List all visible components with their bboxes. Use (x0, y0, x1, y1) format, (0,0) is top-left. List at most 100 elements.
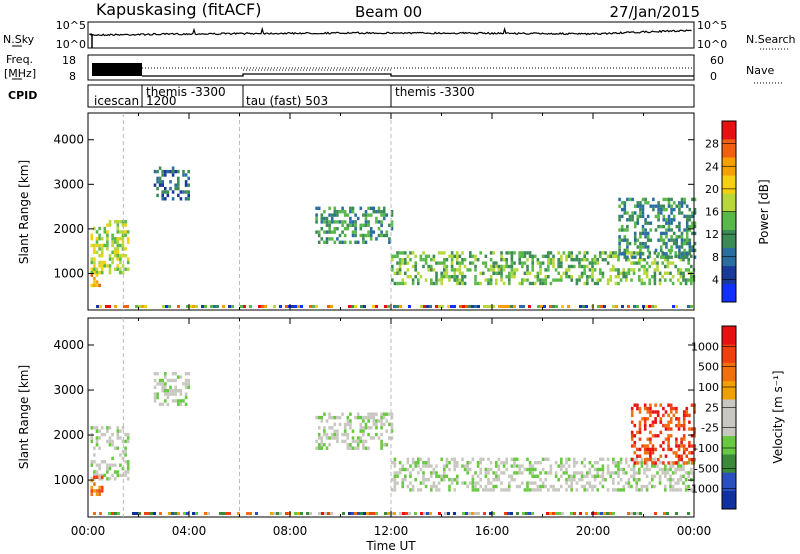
echo-cell (321, 416, 324, 419)
echo-cell (505, 265, 508, 268)
echo-cell (165, 305, 168, 308)
echo-cell (539, 488, 542, 491)
echo-cell (617, 488, 620, 491)
echo-cell (154, 184, 157, 187)
echo-cell (568, 485, 571, 488)
velocity-colorbar-label: Velocity [m s⁻¹] (771, 370, 785, 463)
echo-cell (331, 436, 334, 439)
echo-cell (427, 478, 430, 481)
echo-cell (602, 275, 605, 278)
echo-cell (453, 512, 456, 515)
echo-cell (511, 268, 514, 271)
echo-cell (638, 261, 641, 264)
echo-cell (318, 436, 321, 439)
echo-cell (331, 230, 334, 233)
echo-cell (222, 512, 225, 515)
echo-cell (169, 392, 172, 395)
echo-cell (599, 268, 602, 271)
echo-cell (453, 458, 456, 461)
echo-cell (583, 475, 586, 478)
echo-cell (648, 278, 651, 281)
echo-cell (594, 268, 597, 271)
echo-cell (327, 512, 330, 515)
echo-cell (667, 448, 670, 451)
echo-cell (675, 461, 678, 464)
echo-cell (565, 468, 568, 471)
echo-cell (649, 455, 652, 458)
echo-cell (537, 488, 540, 491)
echo-cell (573, 471, 576, 474)
echo-cell (468, 512, 471, 515)
echo-cell (405, 512, 408, 515)
echo-cell (126, 305, 129, 308)
echo-cell (354, 440, 357, 443)
echo-cell (552, 278, 555, 281)
echo-cell (565, 481, 568, 484)
echo-cell (161, 403, 164, 406)
echo-cell (451, 458, 454, 461)
echo-cell (96, 476, 99, 479)
echo-cell (401, 261, 404, 264)
echo-cell (433, 471, 436, 474)
freq-icescan-block (92, 63, 142, 76)
echo-cell (479, 272, 482, 275)
echo-cell (602, 468, 605, 471)
echo-cell (412, 278, 415, 281)
echo-cell (568, 255, 571, 258)
echo-cell (672, 471, 675, 474)
echo-cell (96, 237, 99, 240)
echo-cell (505, 275, 508, 278)
echo-cell (119, 257, 122, 260)
echo-cell (456, 282, 459, 285)
echo-cell (643, 268, 646, 271)
echo-cell (187, 197, 190, 200)
echo-cell (427, 458, 430, 461)
echo-cell (639, 235, 642, 238)
echo-cell (607, 278, 610, 281)
y-tick-label: 2000 (53, 222, 84, 236)
echo-cell (453, 272, 456, 275)
echo-cell (367, 224, 370, 227)
echo-cell (114, 254, 117, 257)
echo-cell (531, 265, 534, 268)
echo-cell (495, 282, 498, 285)
echo-cell (641, 458, 644, 461)
echo-cell (124, 447, 127, 450)
echo-cell (380, 213, 383, 216)
echo-cell (466, 471, 469, 474)
echo-cell (372, 305, 375, 308)
echo-cell (367, 416, 370, 419)
velocity-ylabel: Slant Range [km] (17, 365, 31, 469)
echo-cell (660, 239, 663, 242)
echo-cell (177, 375, 180, 378)
echo-cell (430, 471, 433, 474)
echo-cell (466, 268, 469, 271)
y-tick-label: 4000 (53, 338, 84, 352)
echo-cell (187, 190, 190, 193)
freq-trace (142, 74, 694, 76)
echo-cell (664, 468, 667, 471)
echo-cell (294, 305, 297, 308)
echo-cell (669, 481, 672, 484)
echo-cell (349, 413, 352, 416)
echo-cell (101, 254, 104, 257)
echo-cell (109, 268, 112, 271)
echo-cell (639, 242, 642, 245)
echo-cell (612, 268, 615, 271)
echo-cell (503, 461, 506, 464)
echo-cell (589, 468, 592, 471)
echo-cell (673, 232, 676, 235)
echo-cell (344, 440, 347, 443)
echo-cell (673, 414, 676, 417)
echo-cell (639, 431, 642, 434)
echo-cell (652, 451, 655, 454)
echo-cell (647, 256, 650, 259)
echo-cell (633, 475, 636, 478)
echo-cell (472, 255, 475, 258)
echo-cell (474, 275, 477, 278)
echo-cell (654, 485, 657, 488)
echo-cell (659, 468, 662, 471)
echo-cell (435, 475, 438, 478)
echo-cell (508, 481, 511, 484)
echo-cell (647, 235, 650, 238)
